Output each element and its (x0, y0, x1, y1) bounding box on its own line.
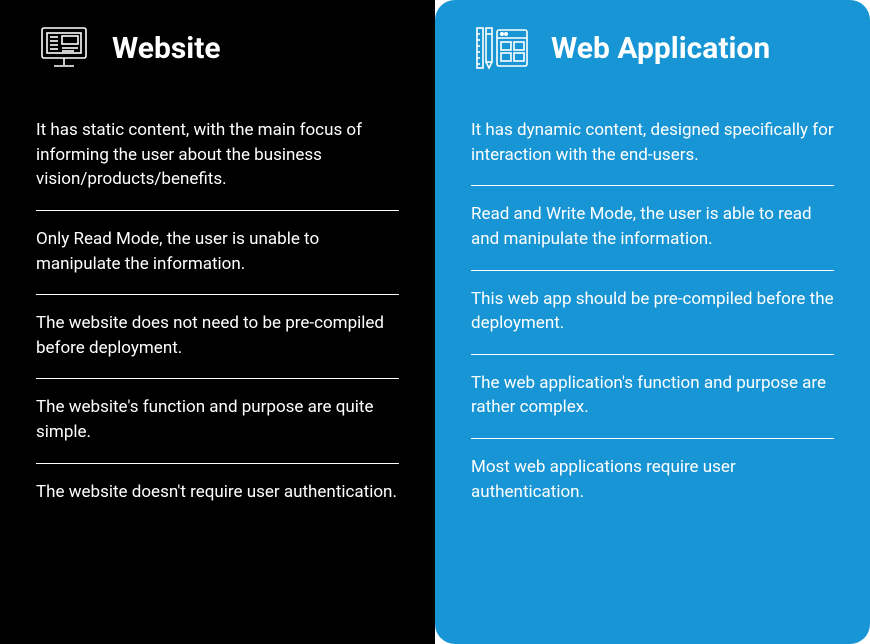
divider (471, 438, 834, 439)
divider (36, 294, 399, 295)
list-item: The website does not need to be pre-comp… (36, 297, 399, 376)
webapp-title: Web Application (551, 31, 770, 66)
website-items: It has static content, with the main foc… (36, 104, 399, 520)
webapp-column: Web Application It has dynamic content, … (435, 0, 870, 644)
divider (36, 210, 399, 211)
list-item: It has dynamic content, designed specifi… (471, 104, 834, 183)
website-title: Website (112, 31, 221, 66)
website-monitor-icon (40, 24, 90, 72)
divider (36, 378, 399, 379)
comparison-infographic: Website It has static content, with the … (0, 0, 870, 644)
website-header: Website (36, 24, 399, 72)
website-column: Website It has static content, with the … (0, 0, 435, 644)
list-item: The website doesn't require user authent… (36, 466, 399, 521)
list-item: This web app should be pre-compiled befo… (471, 273, 834, 352)
list-item: Read and Write Mode, the user is able to… (471, 188, 834, 267)
list-item: Only Read Mode, the user is unable to ma… (36, 213, 399, 292)
divider (471, 270, 834, 271)
list-item: The web application's function and purpo… (471, 357, 834, 436)
divider (471, 185, 834, 186)
list-item: Most web applications require user authe… (471, 441, 834, 520)
webapp-header: Web Application (471, 24, 834, 72)
divider (471, 354, 834, 355)
divider (36, 463, 399, 464)
webapp-items: It has dynamic content, designed specifi… (471, 104, 834, 520)
list-item: It has static content, with the main foc… (36, 104, 399, 208)
list-item: The website's function and purpose are q… (36, 381, 399, 460)
webapp-dashboard-icon (475, 24, 529, 72)
